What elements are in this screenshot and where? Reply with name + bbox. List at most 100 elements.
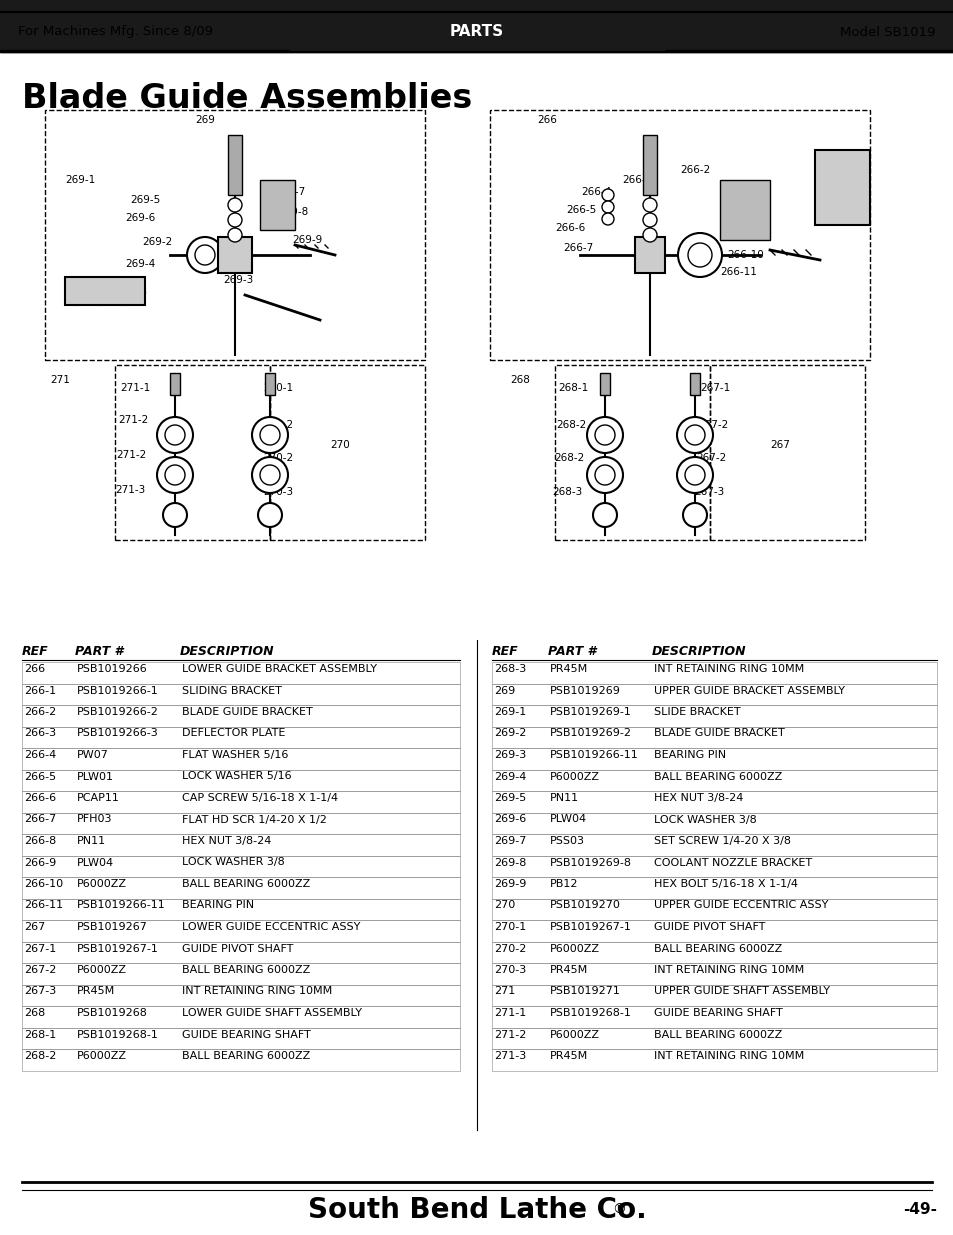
Text: 267-1: 267-1 (24, 944, 56, 953)
Bar (22, 813, 459, 834)
Circle shape (194, 245, 214, 266)
Bar (22, 683, 459, 705)
Text: PSB1019266-11: PSB1019266-11 (550, 750, 639, 760)
Text: 267-2: 267-2 (698, 420, 727, 430)
Bar (0, 7, 953, 10)
Bar (492, 1007, 936, 1028)
Text: 270-1: 270-1 (494, 923, 526, 932)
Text: 268: 268 (24, 1008, 45, 1018)
Text: 266-2: 266-2 (24, 706, 56, 718)
Text: 266-9: 266-9 (24, 857, 56, 867)
Text: DESCRIPTION: DESCRIPTION (180, 645, 274, 658)
Text: 270: 270 (494, 900, 515, 910)
Bar (22, 748, 459, 769)
Text: 266: 266 (537, 115, 557, 125)
Text: 267: 267 (24, 923, 45, 932)
Bar (599, 373, 609, 395)
Bar (492, 899, 936, 920)
Text: PB12: PB12 (550, 879, 578, 889)
Text: 266-11: 266-11 (24, 900, 63, 910)
Bar (265, 373, 274, 395)
Bar (290, 10, 663, 49)
Text: 269: 269 (194, 115, 214, 125)
Text: 266-1: 266-1 (823, 165, 853, 175)
Text: LOWER GUIDE ECCENTRIC ASSY: LOWER GUIDE ECCENTRIC ASSY (182, 923, 360, 932)
Bar (22, 899, 459, 920)
Bar (689, 373, 700, 395)
Bar (492, 1028, 936, 1049)
Text: 268-2: 268-2 (24, 1051, 56, 1061)
Text: 266-7: 266-7 (562, 243, 593, 253)
Bar (709, 366, 864, 540)
Text: PSB1019269-2: PSB1019269-2 (550, 729, 631, 739)
Circle shape (586, 417, 622, 453)
Text: 267-3: 267-3 (693, 487, 723, 496)
Circle shape (157, 417, 193, 453)
Text: PSB1019268-1: PSB1019268-1 (77, 1030, 159, 1040)
Text: PSB1019266-11: PSB1019266-11 (77, 900, 166, 910)
Circle shape (601, 189, 614, 201)
Text: INT RETAINING RING 10MM: INT RETAINING RING 10MM (654, 1051, 803, 1061)
Text: 271-3: 271-3 (115, 485, 145, 495)
Bar (22, 920, 459, 941)
Text: 266-4: 266-4 (24, 750, 56, 760)
Text: BALL BEARING 6000ZZ: BALL BEARING 6000ZZ (182, 1051, 310, 1061)
Circle shape (260, 425, 280, 445)
Text: 271: 271 (494, 987, 515, 997)
Text: ®: ® (612, 1203, 625, 1216)
Bar (642, 135, 657, 195)
Bar (492, 790, 936, 813)
Text: PART #: PART # (75, 645, 123, 658)
Text: PSB1019269-1: PSB1019269-1 (550, 706, 631, 718)
Text: 266-1: 266-1 (24, 685, 56, 695)
Text: 266-2: 266-2 (679, 165, 709, 175)
Bar (22, 1007, 459, 1028)
Text: -49-: -49- (902, 1203, 936, 1218)
Text: UPPER GUIDE SHAFT ASSEMBLY: UPPER GUIDE SHAFT ASSEMBLY (654, 987, 829, 997)
Text: 266-5: 266-5 (24, 772, 56, 782)
Text: 269-5: 269-5 (494, 793, 526, 803)
Text: 269-2: 269-2 (494, 729, 526, 739)
Circle shape (593, 503, 617, 527)
Text: 269-6: 269-6 (494, 815, 526, 825)
Text: 267: 267 (769, 440, 789, 450)
Text: 266-3: 266-3 (24, 729, 56, 739)
Text: BALL BEARING 6000ZZ: BALL BEARING 6000ZZ (182, 879, 310, 889)
Bar (22, 941, 459, 963)
Text: 271-2: 271-2 (118, 415, 148, 425)
Text: 268-1: 268-1 (558, 383, 588, 393)
Bar (814, 149, 869, 225)
Text: Blade Guide Assemblies: Blade Guide Assemblies (22, 82, 472, 115)
Bar (22, 984, 459, 1007)
Bar (270, 366, 424, 540)
Text: PR45M: PR45M (550, 1051, 588, 1061)
Circle shape (228, 212, 242, 227)
Text: PSB1019269-8: PSB1019269-8 (550, 857, 631, 867)
Circle shape (687, 243, 711, 267)
Text: PSB1019268: PSB1019268 (77, 1008, 148, 1018)
Bar (115, 366, 270, 540)
Text: PSB1019267-1: PSB1019267-1 (77, 944, 159, 953)
Text: South Bend Lathe Co.: South Bend Lathe Co. (307, 1195, 646, 1224)
Text: 270-2: 270-2 (263, 453, 293, 463)
Text: 266-11: 266-11 (720, 267, 756, 277)
Bar (492, 748, 936, 769)
Text: 270: 270 (330, 440, 350, 450)
Bar (22, 834, 459, 856)
Bar (260, 180, 294, 230)
Text: BLADE GUIDE BRACKET: BLADE GUIDE BRACKET (654, 729, 784, 739)
Text: HEX BOLT 5/16-18 X 1-1/4: HEX BOLT 5/16-18 X 1-1/4 (654, 879, 797, 889)
Circle shape (165, 425, 185, 445)
Text: LOWER GUIDE SHAFT ASSEMBLY: LOWER GUIDE SHAFT ASSEMBLY (182, 1008, 361, 1018)
Text: 269-1: 269-1 (494, 706, 526, 718)
Text: 270-3: 270-3 (494, 965, 526, 974)
Text: BALL BEARING 6000ZZ: BALL BEARING 6000ZZ (654, 944, 781, 953)
Text: 269-9: 269-9 (494, 879, 526, 889)
Text: PSB1019269: PSB1019269 (550, 685, 620, 695)
Circle shape (228, 228, 242, 242)
Circle shape (252, 417, 288, 453)
Circle shape (257, 503, 282, 527)
Text: UPPER GUIDE BRACKET ASSEMBLY: UPPER GUIDE BRACKET ASSEMBLY (654, 685, 844, 695)
Circle shape (595, 466, 615, 485)
Bar (65, 277, 145, 305)
